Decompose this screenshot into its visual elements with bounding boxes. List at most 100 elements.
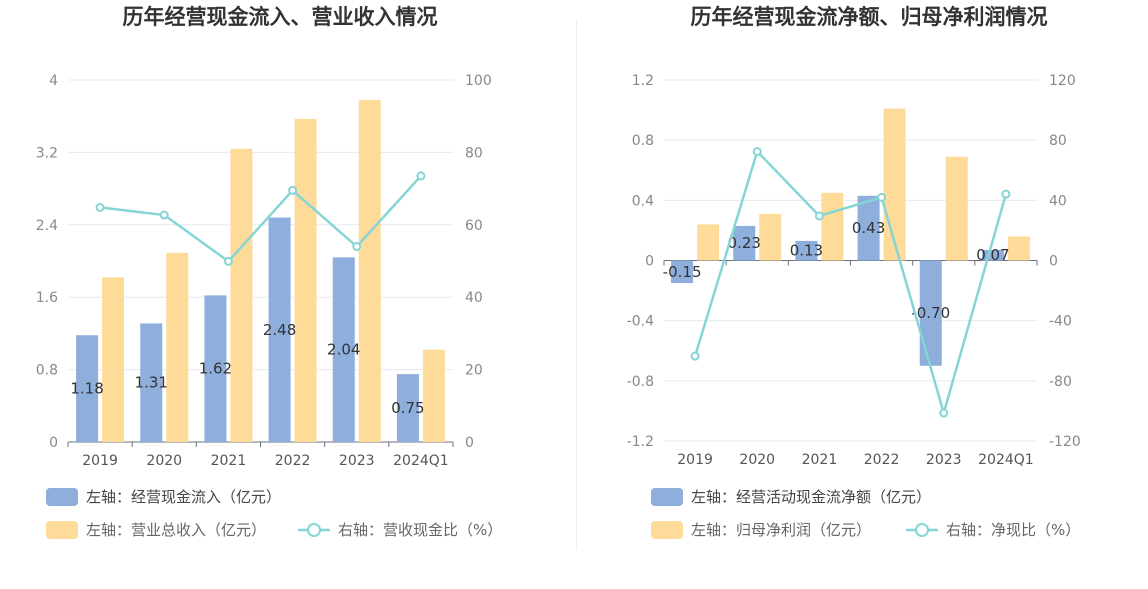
chart-cashflow-revenue: 历年经营现金流入、营业收入情况00.81.62.43.2402040608010… — [36, 5, 502, 539]
y-right-tick-label: 0 — [1049, 254, 1058, 270]
y-left-tick-label: 0.4 — [632, 193, 654, 209]
bar-series-1 — [204, 295, 227, 442]
x-tick-label: 2021 — [802, 452, 838, 468]
line-series — [693, 149, 1008, 418]
y-left-tick-label: 4 — [49, 73, 58, 89]
legend-swatch-bar-2 — [651, 521, 683, 539]
y-left-tick-label: -0.8 — [627, 374, 654, 390]
y-right-tick-label: -120 — [1049, 434, 1081, 450]
x-tick-label: 2020 — [146, 453, 182, 469]
bar-data-label: 0.13 — [790, 242, 823, 260]
bar-series-2 — [945, 156, 968, 261]
y-left-tick-label: 0 — [645, 254, 654, 270]
x-tick-label: 2023 — [926, 452, 962, 468]
legend-label-bar-1: 左轴：经营现金流入（亿元） — [86, 488, 281, 506]
y-left-tick-label: -0.4 — [627, 314, 654, 330]
x-tick-label: 2024Q1 — [393, 453, 449, 469]
legend-label-line: 右轴：营收现金比（%） — [338, 521, 502, 539]
line-point — [814, 211, 824, 221]
bar-data-label: 1.18 — [70, 380, 103, 398]
bar-series-1 — [919, 260, 942, 366]
line-point — [352, 242, 362, 252]
bar-series-2 — [821, 192, 844, 261]
y-right-tick-label: 100 — [465, 73, 492, 89]
bar-series-1 — [981, 249, 1004, 261]
y-right-tick-label: 20 — [465, 363, 483, 379]
x-tick-label: 2024Q1 — [978, 452, 1034, 468]
legend-label-bar-1: 左轴：经营活动现金流净额（亿元） — [691, 488, 931, 506]
line-point — [690, 351, 700, 361]
legend-swatch-bar-2 — [46, 521, 78, 539]
panel-divider — [576, 20, 577, 550]
y-left-tick-label: 0.8 — [36, 363, 58, 379]
bar-series-2 — [883, 108, 906, 261]
bar-series-2 — [422, 349, 445, 442]
bar-series-1 — [76, 335, 99, 442]
y-right-tick-label: 40 — [1049, 193, 1067, 209]
bar-data-label: 2.04 — [327, 341, 360, 359]
bar-series-2 — [230, 148, 253, 442]
y-left-tick-label: -1.2 — [627, 434, 654, 450]
legend-label-bar-2: 左轴：营业总收入（亿元） — [86, 521, 266, 539]
line-point — [288, 185, 298, 195]
chart-netcash-profit: 历年经营现金流净额、归母净利润情况 -1.2 -0.8 -0.4 0 0.4 0.8 1.2 -… — [627, 5, 1081, 539]
y-right-tick-label: 0 — [465, 435, 474, 451]
bar-series-1 — [332, 257, 355, 442]
bar-data-label: 0.07 — [976, 246, 1009, 264]
legend-swatch-line-marker — [915, 523, 929, 537]
bar-data-label: 0.43 — [852, 219, 885, 237]
bar-data-label: -0.15 — [663, 263, 702, 281]
y-left-tick-label: 3.2 — [36, 145, 58, 161]
legend-swatch-bar-1 — [46, 488, 78, 506]
bar-series-2 — [166, 252, 189, 442]
legend-label-line: 右轴：净现比（%） — [946, 521, 1080, 539]
bar-data-label: -0.70 — [911, 304, 950, 322]
bar-series-2 — [294, 118, 317, 442]
bar-series-1 — [140, 323, 163, 442]
chart-panel-netcash-profit: 历年经营现金流净额、归母净利润情况 -1.2 -0.8 -0.4 0 0.4 0.8 1.2 -… — [574, 0, 1148, 589]
x-tick-label: 2023 — [339, 453, 375, 469]
chart-panel-cashflow-revenue: 历年经营现金流入、营业收入情况 0 0.8 1.6 2.4 3.2 4 0 20 40 60 80 10… — [36, 5, 502, 539]
y-left-tick-label: 1.2 — [632, 73, 654, 89]
chart-title: 历年经营现金流入、营业收入情况 — [123, 5, 438, 29]
bar-series-2 — [102, 277, 125, 442]
bar-series-2 — [759, 213, 782, 261]
y-right-tick-label: -80 — [1049, 374, 1072, 390]
y-right-tick-label: -40 — [1049, 314, 1072, 330]
y-right-tick-label: 120 — [1049, 73, 1076, 89]
y-left-tick-label: 0.8 — [632, 133, 654, 149]
x-tick-label: 2022 — [864, 452, 900, 468]
y-left-tick-label: 2.4 — [36, 218, 58, 234]
y-left-tick-label: 1.6 — [36, 290, 58, 306]
x-tick-label: 2020 — [739, 452, 775, 468]
y-left-tick-label: 0 — [49, 435, 58, 451]
x-tick-label: 2021 — [211, 453, 247, 469]
y-right-tick-label: 80 — [465, 145, 483, 161]
legend-label-bar-2: 左轴：归母净利润（亿元） — [691, 521, 871, 539]
legend-swatch-line-marker — [307, 523, 321, 537]
line-point — [95, 202, 105, 212]
bar-series-2 — [358, 99, 381, 442]
bar-data-label: 2.48 — [263, 321, 296, 339]
y-right-tick-label: 40 — [465, 290, 483, 306]
line-point — [939, 408, 949, 418]
legend-swatch-bar-1 — [651, 488, 683, 506]
bar-data-label: 1.62 — [199, 360, 232, 378]
line-point — [877, 192, 887, 202]
y-right-tick-label: 60 — [465, 218, 483, 234]
bar-series-1 — [857, 195, 880, 261]
bar-series-2 — [697, 224, 720, 261]
x-tick-label: 2022 — [275, 453, 311, 469]
bar-series-2 — [1007, 236, 1030, 261]
x-tick-label: 2019 — [677, 452, 713, 468]
bar-data-label: 1.31 — [135, 374, 168, 392]
y-right-tick-label: 80 — [1049, 133, 1067, 149]
line-point — [159, 210, 169, 220]
bar-series-1 — [795, 240, 818, 261]
chart-title: 历年经营现金流净额、归母净利润情况 — [691, 5, 1048, 29]
x-tick-label: 2019 — [82, 453, 118, 469]
line-series — [99, 175, 422, 264]
bar-series-1 — [733, 225, 756, 261]
bar-data-label: 0.75 — [391, 399, 424, 417]
